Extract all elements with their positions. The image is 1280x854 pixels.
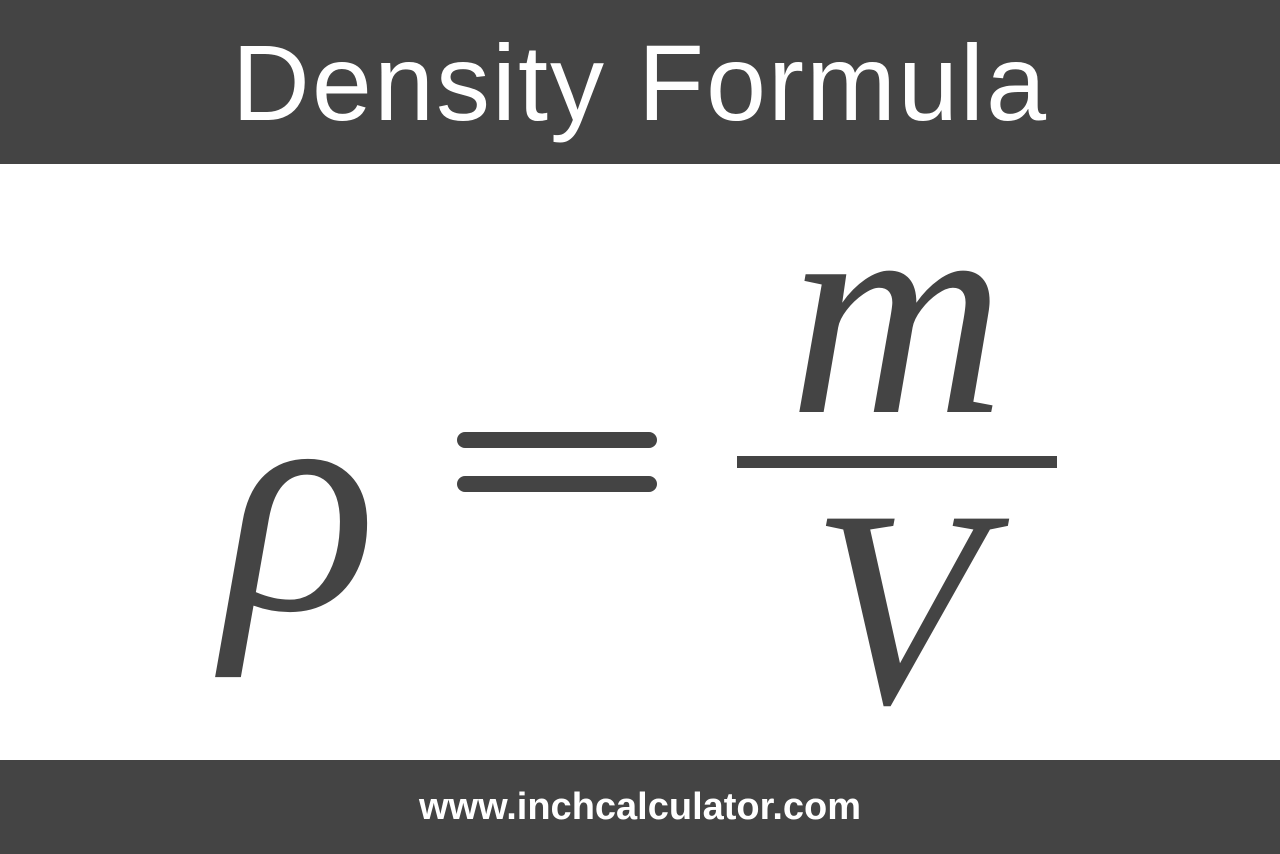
equals-sign: [457, 432, 657, 492]
density-symbol-rho: ρ: [223, 342, 377, 662]
volume-symbol-v: V: [811, 468, 982, 748]
mass-symbol-m: m: [788, 176, 1005, 446]
footer-bar: www.inchcalculator.com: [0, 760, 1280, 854]
equals-bar-top: [457, 432, 657, 448]
page-title: Density Formula: [232, 20, 1048, 145]
formula-area: ρ m V: [0, 164, 1280, 760]
footer-url-text: www.inchcalculator.com: [419, 786, 861, 829]
fraction: m V: [737, 176, 1057, 748]
header-bar: Density Formula: [0, 0, 1280, 164]
equals-bar-bottom: [457, 476, 657, 492]
